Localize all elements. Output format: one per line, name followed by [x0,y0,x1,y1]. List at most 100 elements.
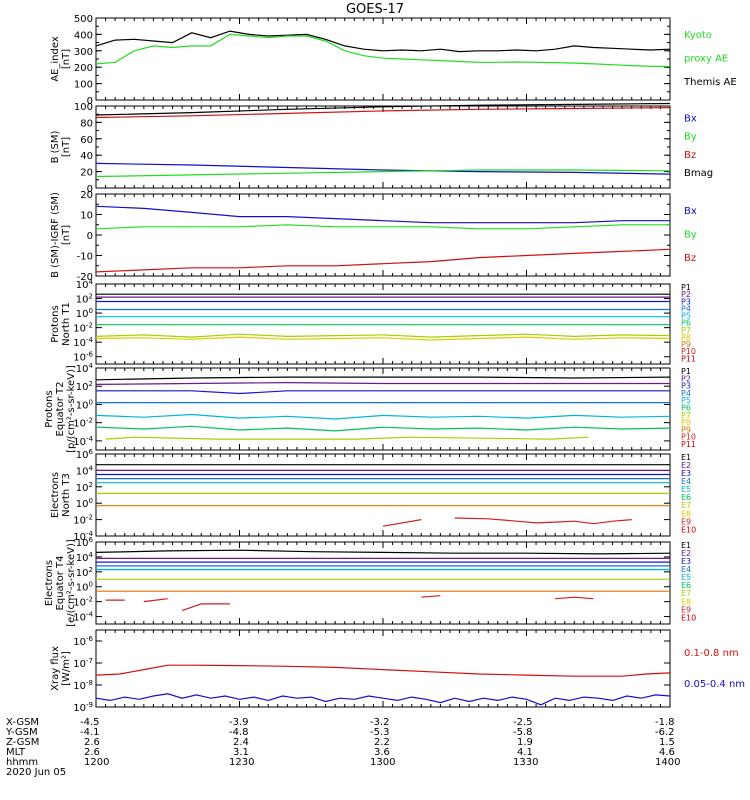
series-line [95,205,670,224]
series-line [96,390,670,395]
panel-frame [95,629,671,708]
y-axis-title: Equator T2 [55,382,66,437]
series-line [105,436,589,440]
series-line [95,169,671,178]
legend-entry: P8 [681,333,691,342]
series-line [95,248,671,273]
y-tick-label: 0 [87,184,93,195]
legend-entry: P7 [681,411,691,420]
y-tick-label: 300 [74,47,93,58]
legend-entry: P1 [681,367,691,376]
y-axis-title: Electrons [50,472,61,518]
y-axis-title: B (SM)-IGRF (SM) [50,192,61,278]
legend-entry: E8 [681,597,691,606]
y-tick-label: 10-6 [73,635,93,648]
xaxis-value: -3.2 [370,717,390,728]
series-line [95,413,671,420]
y-axis-title: B (SM) [50,130,61,163]
legend-entry: P2 [681,374,691,383]
series-line [382,519,422,527]
xaxis-row-label: Z-GSM [6,737,40,748]
xaxis-value: 4.6 [659,747,675,758]
xaxis-value: 1200 [84,757,110,768]
xaxis-value: 1230 [229,757,255,768]
series-line [95,30,671,53]
xaxis-value: -5.8 [513,727,533,738]
y-axis-title: [W/m²] [61,651,72,686]
xaxis-value: 1300 [370,757,396,768]
y-tick-label: 10-2 [73,322,93,335]
xaxis-value: 1.5 [659,737,675,748]
xaxis-row-zgsm: Z-GSM 2.6 2.4 2.2 1.9 1.5 [0,737,750,748]
xaxis-value: -4.1 [80,727,100,738]
xaxis-date-row: 2020 Jun 05 [0,767,750,778]
legend-entry: P10 [681,347,696,356]
xaxis-row-ygsm: Y-GSM -4.1 -4.8 -5.3 -5.8 -6.2 [0,727,750,738]
y-tick-label: 0 [87,231,93,242]
legend-entry: P5 [681,396,691,405]
y-tick-label: 100 [74,102,93,113]
xaxis-value: 4.1 [517,747,533,758]
y-tick-label: 102 [76,481,93,494]
series-line [95,162,671,175]
legend-entry: P2 [681,290,691,299]
y-axis-title: Protons [44,390,55,427]
xaxis-value: -5.3 [370,727,390,738]
legend-entry: P6 [681,404,691,413]
y-axis-title: North T1 [61,302,72,346]
xaxis-value: -4.5 [80,717,100,728]
xaxis-row-label: Y-GSM [6,727,38,738]
y-tick-label: 10-2 [73,417,93,430]
x-axis-footer: X-GSM -4.5 -3.9 -3.2 -2.5 -1.8 Y-GSM -4.… [0,717,750,800]
chart-title: GOES-17 [345,2,404,17]
date-label: 2020 Jun 05 [6,767,67,778]
y-tick-label: 104 [76,362,94,375]
y-tick-label: 10-7 [73,657,93,670]
y-tick-label: 10-4 [73,530,93,543]
xaxis-value: -4.8 [229,727,249,738]
y-tick-label: 100 [76,307,93,320]
y-axis-title: [nT] [61,225,72,245]
legend-entry: E6 [681,581,691,590]
y-tick-label: 60 [80,135,93,146]
series-line [95,336,671,341]
y-tick-label: 80 [80,118,93,129]
legend-entry: Bz [684,150,696,161]
legend-entry: Bx [684,206,697,217]
xaxis-row-xgsm: X-GSM -4.5 -3.9 -3.2 -2.5 -1.8 [0,717,750,728]
legend-entry: Bz [684,253,696,264]
series-line [95,549,671,555]
legend-entry: E7 [681,501,691,510]
series-line [95,333,671,338]
series-line [95,107,671,119]
xaxis-value: -2.5 [513,717,533,728]
xaxis-value: 3.6 [374,747,390,758]
y-axis-title: [e/(cm²-s-sr-keV)] [66,539,77,627]
xaxis-value: 1.9 [517,737,533,748]
legend-entry: P4 [681,304,691,313]
legend-entry: 0.05-0.4 nm [684,679,745,690]
series-line [95,224,670,230]
y-tick-label: 0 [87,96,93,107]
panel-frame [95,17,671,101]
legend-entry: 0.1-0.8 nm [684,648,739,659]
series-line [421,595,441,598]
y-tick-label: 100 [76,581,93,594]
series-line [95,664,671,677]
series-line [143,598,168,603]
legend-entry: Bx [684,113,697,124]
legend-entry: E3 [681,557,691,566]
legend-entry: E10 [681,525,696,534]
legend-entry: P9 [681,340,691,349]
legend-entry: E3 [681,469,691,478]
y-axis-title: Xray flux [50,646,61,691]
legend-entry: E4 [681,565,691,574]
legend-entry: E5 [681,485,691,494]
y-axis-title: Electrons [44,560,55,606]
legend-entry: Bmag [684,168,713,179]
y-tick-label: 100 [74,80,93,91]
xaxis-row-mlt: MLT 2.6 3.1 3.6 4.1 4.6 [0,747,750,758]
legend-entry: P10 [681,433,696,442]
legend-entry: E8 [681,509,691,518]
xaxis-value: -6.2 [655,727,675,738]
